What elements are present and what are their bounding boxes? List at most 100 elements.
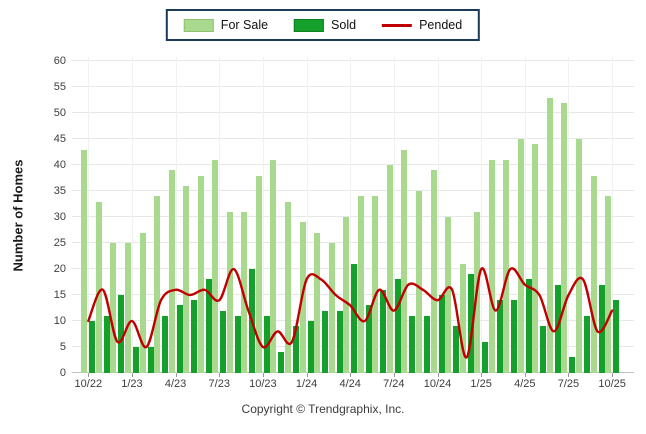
gridline-y-50 — [72, 112, 634, 114]
sold-bar[interactable] — [496, 300, 503, 373]
for-sale-bar[interactable] — [605, 196, 612, 373]
x-tick-label: 1/25 — [470, 378, 492, 390]
gridline-y-40 — [72, 164, 634, 166]
y-axis-title: Number of Homes — [10, 159, 26, 272]
sold-bar[interactable] — [467, 274, 474, 373]
sold-bar[interactable] — [511, 300, 518, 373]
for-sale-bar[interactable] — [561, 102, 568, 373]
sold-bar[interactable] — [234, 315, 241, 373]
y-tick-label: 45 — [53, 133, 66, 146]
for-sale-bar[interactable] — [314, 232, 321, 373]
sold-bar[interactable] — [423, 315, 430, 373]
gridline-y-55 — [72, 86, 634, 88]
sold-bar[interactable] — [453, 326, 460, 373]
y-tick-label: 15 — [53, 289, 66, 302]
sold-bar[interactable] — [365, 305, 372, 373]
for-sale-bar[interactable] — [430, 170, 437, 373]
chart-legend: For Sale Sold Pended — [165, 9, 481, 41]
for-sale-bar[interactable] — [241, 211, 248, 373]
for-sale-bar[interactable] — [576, 139, 582, 373]
sold-bar[interactable] — [103, 315, 110, 373]
legend-item-pended[interactable]: Pended — [382, 18, 462, 32]
sold-bar[interactable] — [322, 310, 329, 373]
sold-bar[interactable] — [176, 305, 183, 373]
for-sale-bar[interactable] — [401, 149, 408, 373]
gridline-x — [612, 57, 614, 373]
gridline-x — [481, 57, 483, 373]
for-sale-bar[interactable] — [343, 217, 350, 373]
y-tick-label: 60 — [53, 55, 66, 68]
sold-bar[interactable] — [336, 310, 343, 373]
sold-bar[interactable] — [351, 263, 358, 373]
y-tick-label: 25 — [53, 237, 66, 250]
gridline-x — [306, 57, 308, 373]
sold-bar[interactable] — [307, 321, 314, 373]
copyright-text: Copyright © Trendgraphix, Inc. — [241, 402, 405, 416]
sold-bar[interactable] — [380, 289, 387, 373]
sold-bar[interactable] — [584, 315, 590, 373]
sold-bar[interactable] — [205, 279, 212, 373]
for-sale-bar[interactable] — [459, 263, 466, 373]
for-sale-bar[interactable] — [517, 139, 524, 373]
for-sale-bar[interactable] — [124, 243, 131, 373]
y-tick-label: 35 — [53, 185, 66, 198]
x-tick-mark — [612, 373, 614, 377]
legend-label-for-sale: For Sale — [220, 18, 269, 32]
for-sale-bar[interactable] — [197, 175, 204, 373]
sold-bar[interactable] — [89, 321, 96, 373]
for-sale-bar[interactable] — [546, 97, 553, 373]
sold-bar[interactable] — [147, 347, 154, 373]
for-sale-bar[interactable] — [139, 232, 146, 373]
gridline-y-35 — [72, 190, 634, 192]
sold-bar[interactable] — [540, 326, 547, 373]
for-sale-bar[interactable] — [212, 159, 219, 373]
gridline-y-25 — [72, 242, 634, 244]
x-tick-mark — [350, 373, 352, 377]
legend-item-sold[interactable]: Sold — [294, 18, 356, 32]
for-sale-bar[interactable] — [110, 243, 117, 373]
sold-bar[interactable] — [394, 279, 401, 373]
for-sale-bar[interactable] — [532, 144, 539, 373]
for-sale-bar[interactable] — [270, 159, 277, 373]
for-sale-bar[interactable] — [255, 175, 262, 373]
sold-bar[interactable] — [482, 341, 489, 373]
sold-bar[interactable] — [598, 284, 605, 373]
sold-bar[interactable] — [118, 295, 125, 373]
for-sale-bar[interactable] — [285, 201, 291, 373]
x-tick-mark — [88, 373, 90, 377]
for-sale-bar[interactable] — [168, 170, 175, 373]
for-sale-bar[interactable] — [386, 165, 393, 373]
for-sale-bar[interactable] — [226, 211, 233, 373]
sold-bar[interactable] — [162, 315, 169, 373]
x-tick-label: 7/23 — [208, 378, 230, 390]
for-sale-bar[interactable] — [183, 185, 190, 373]
for-sale-bar[interactable] — [488, 159, 495, 373]
for-sale-bar[interactable] — [328, 243, 335, 373]
sold-bar[interactable] — [525, 279, 532, 373]
for-sale-bar[interactable] — [590, 175, 597, 373]
sold-bar[interactable] — [191, 300, 198, 373]
for-sale-bar[interactable] — [81, 149, 88, 373]
for-sale-bar[interactable] — [372, 196, 379, 373]
sold-bar[interactable] — [278, 352, 285, 373]
gridline-x — [350, 57, 352, 373]
x-tick-mark — [219, 373, 221, 377]
for-sale-bar[interactable] — [503, 159, 510, 373]
for-sale-bar[interactable] — [154, 196, 161, 373]
x-tick-label: 4/24 — [339, 378, 361, 390]
for-sale-bar[interactable] — [357, 196, 364, 373]
x-tick-label: 7/24 — [383, 378, 405, 390]
legend-item-for-sale[interactable]: For Sale — [183, 18, 269, 32]
for-sale-bar[interactable] — [445, 217, 452, 373]
for-sale-bar[interactable] — [415, 191, 422, 373]
sold-bar[interactable] — [220, 310, 227, 373]
sold-bar[interactable] — [293, 326, 299, 373]
sold-bar[interactable] — [132, 347, 139, 373]
sold-bar[interactable] — [438, 295, 445, 373]
sold-bar[interactable] — [569, 357, 576, 373]
y-axis-tick-labels: 0 5 10 15 20 25 30 35 40 45 50 55 60 — [36, 55, 72, 379]
sold-bar[interactable] — [409, 315, 416, 373]
for-sale-bar[interactable] — [95, 201, 102, 373]
x-axis-tick-labels: 10/22 1/23 4/23 7/23 10/23 1/24 4/24 7/24 10/24 1… — [75, 378, 634, 394]
sold-bar[interactable] — [613, 300, 620, 373]
